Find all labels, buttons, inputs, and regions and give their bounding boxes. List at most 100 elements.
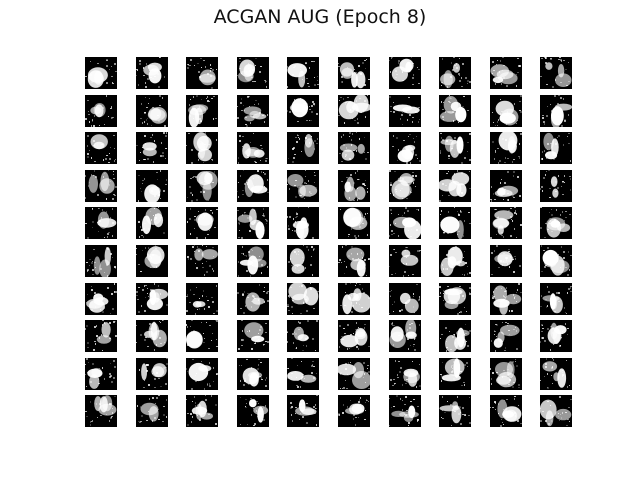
sample-speckle — [468, 212, 470, 213]
sample-speckle — [416, 386, 417, 388]
sample-speckle — [410, 236, 412, 237]
sample-speckle — [154, 76, 156, 77]
sample-blob — [355, 327, 366, 338]
sample-speckle — [346, 177, 348, 178]
sample-image — [85, 320, 117, 351]
sample-blob — [496, 375, 511, 385]
sample-speckle — [349, 224, 350, 225]
sample-speckle — [89, 182, 90, 183]
sample-image — [187, 245, 218, 276]
sample-speckle — [208, 306, 210, 308]
sample-speckle — [295, 413, 296, 414]
sample-speckle — [89, 77, 90, 78]
sample-blob — [545, 151, 558, 160]
sample-speckle — [193, 96, 194, 98]
sample-speckle — [552, 120, 553, 121]
sample-speckle — [400, 176, 401, 177]
sample-speckle — [339, 100, 340, 101]
sample-image — [340, 283, 370, 315]
sample-speckle — [340, 97, 342, 98]
sample-speckle — [304, 182, 306, 184]
sample-speckle — [354, 235, 356, 237]
sample-speckle — [364, 100, 366, 102]
sample-speckle — [455, 342, 456, 344]
sample-speckle — [563, 98, 564, 100]
sample-speckle — [340, 305, 342, 306]
sample-speckle — [449, 183, 450, 185]
sample-speckle — [517, 289, 518, 291]
sample-speckle — [166, 363, 168, 365]
sample-speckle — [512, 220, 513, 222]
sample-image — [136, 132, 167, 163]
sample-speckle — [457, 313, 459, 315]
sample-speckle — [102, 209, 103, 211]
sample-speckle — [357, 122, 359, 124]
sample-speckle — [192, 401, 193, 402]
sample-speckle — [344, 364, 345, 365]
sample-speckle — [254, 423, 256, 425]
sample-speckle — [190, 59, 192, 61]
sample-speckle — [305, 170, 306, 171]
sample-speckle — [160, 301, 161, 302]
sample-speckle — [465, 324, 466, 325]
sample-speckle — [514, 228, 515, 230]
sample-speckle — [138, 311, 140, 313]
sample-speckle — [190, 233, 191, 235]
sample-speckle — [494, 330, 495, 332]
sample-speckle — [408, 425, 409, 426]
sample-speckle — [261, 379, 263, 380]
sample-speckle — [501, 419, 502, 420]
sample-speckle — [139, 236, 140, 238]
sample-speckle — [294, 230, 296, 232]
sample-speckle — [188, 258, 189, 260]
sample-speckle — [95, 267, 96, 268]
sample-speckle — [93, 140, 95, 142]
sample-speckle — [494, 334, 495, 335]
sample-speckle — [542, 411, 544, 412]
sample-speckle — [136, 342, 137, 343]
sample-speckle — [492, 73, 493, 74]
sample-speckle — [500, 182, 501, 184]
sample-blob — [451, 172, 470, 186]
sample-speckle — [547, 253, 549, 254]
sample-speckle — [149, 98, 150, 99]
sample-blob — [150, 321, 158, 341]
sample-speckle — [91, 157, 92, 159]
sample-blob — [350, 258, 366, 271]
sample-speckle — [412, 84, 414, 85]
sample-speckle — [89, 121, 90, 123]
sample-speckle — [411, 154, 413, 155]
sample-speckle — [297, 380, 299, 381]
sample-speckle — [158, 120, 160, 122]
sample-speckle — [208, 348, 210, 349]
sample-speckle — [547, 305, 548, 307]
sample-speckle — [502, 188, 503, 190]
sample-speckle — [99, 125, 100, 126]
sample-speckle — [86, 416, 88, 417]
sample-speckle — [413, 182, 414, 184]
sample-image — [85, 95, 114, 127]
sample-speckle — [501, 288, 502, 289]
sample-speckle — [110, 313, 111, 314]
sample-speckle — [343, 144, 345, 146]
sample-speckle — [500, 425, 502, 427]
sample-speckle — [450, 404, 452, 406]
sample-speckle — [215, 404, 217, 406]
sample-speckle — [502, 422, 503, 423]
sample-speckle — [90, 381, 92, 383]
sample-image — [186, 132, 217, 164]
sample-speckle — [201, 182, 203, 183]
sample-blob — [146, 297, 163, 311]
sample-speckle — [201, 67, 202, 68]
sample-speckle — [495, 150, 496, 152]
sample-speckle — [251, 414, 252, 416]
sample-speckle — [519, 265, 521, 267]
sample-speckle — [291, 414, 292, 416]
sample-speckle — [87, 347, 89, 348]
sample-speckle — [210, 75, 212, 77]
sample-speckle — [205, 215, 206, 216]
sample-speckle — [412, 175, 414, 177]
sample-speckle — [416, 258, 417, 259]
sample-speckle — [296, 216, 298, 217]
sample-speckle — [402, 384, 403, 386]
